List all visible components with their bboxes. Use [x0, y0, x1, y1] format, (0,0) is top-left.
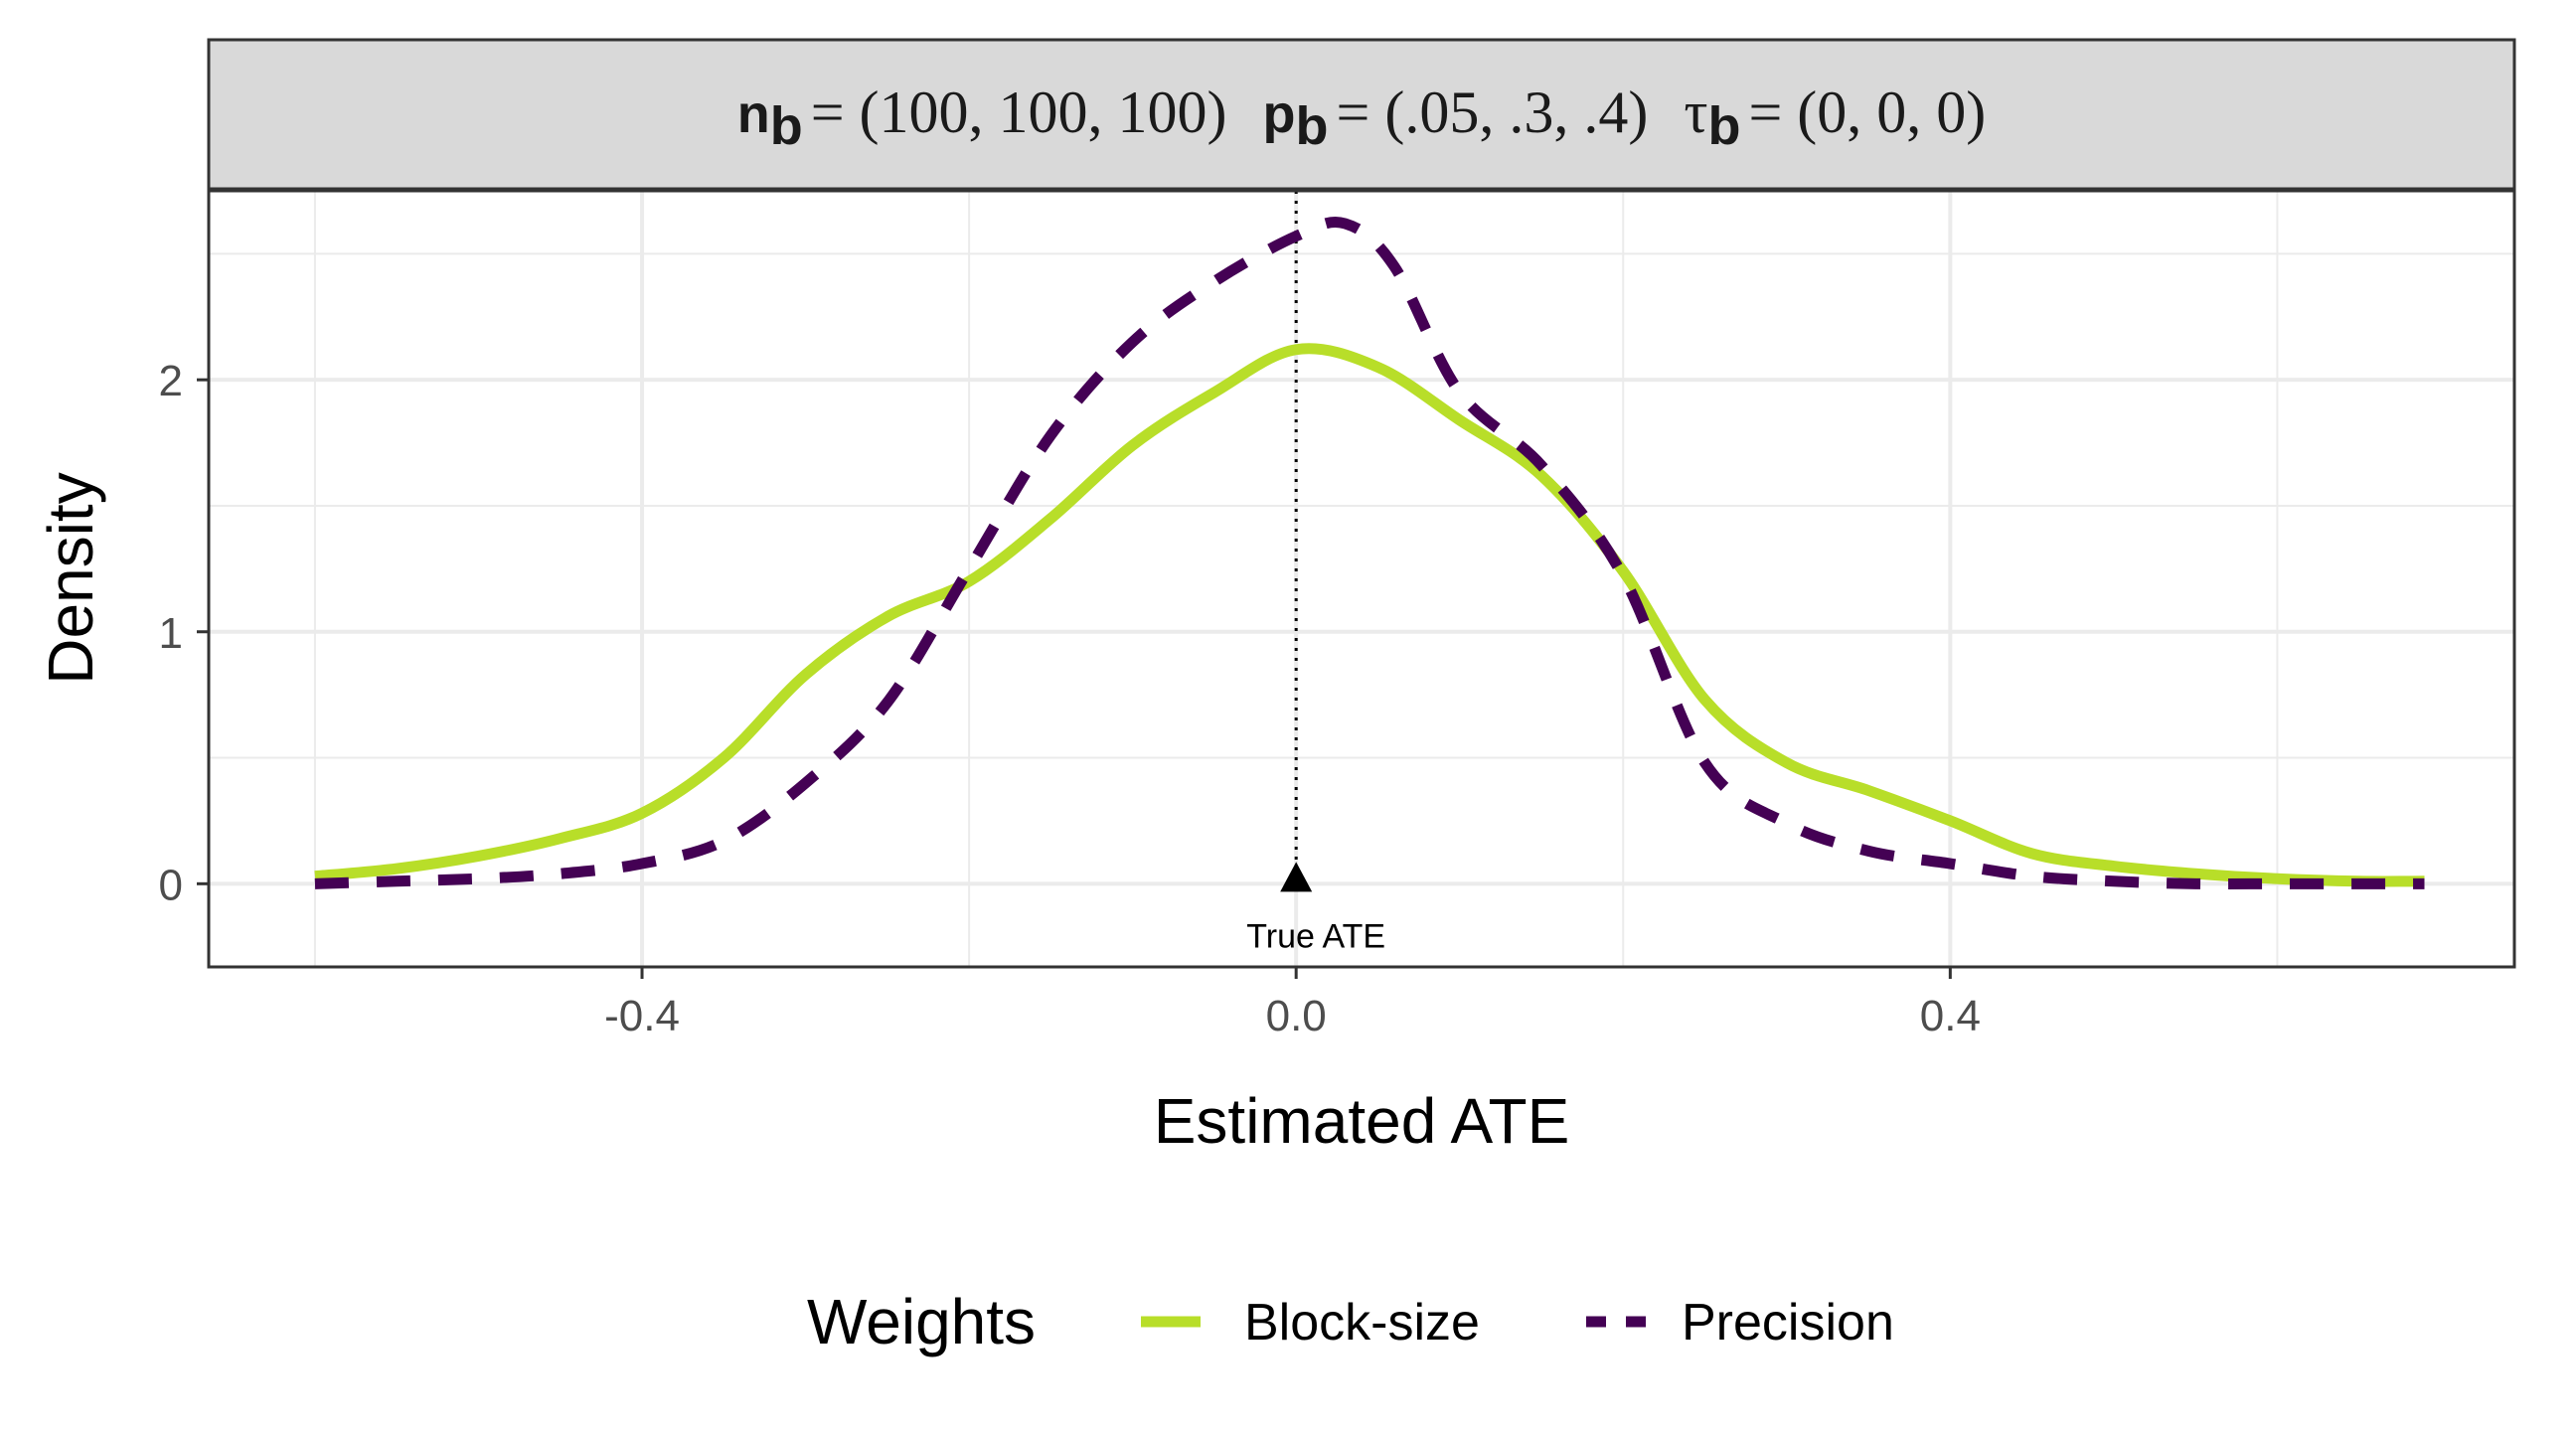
strip-p-value: = (.05, .3, .4): [1337, 80, 1649, 145]
strip-n-sub: b: [770, 96, 803, 156]
x-tick-label: -0.4: [604, 992, 680, 1040]
y-axis-title: Density: [35, 472, 106, 684]
legend-label: Block-size: [1244, 1294, 1480, 1352]
y-tick-label: 0: [159, 861, 183, 909]
series-line-precision: [314, 216, 2425, 890]
plot-panel-border: [207, 189, 2516, 969]
x-tick-label: 0.4: [1920, 992, 1981, 1040]
strip-tau-label: τ: [1684, 80, 1707, 145]
y-tick-label: 2: [159, 357, 183, 405]
y-tick-label: 1: [159, 609, 183, 658]
facet-strip: [207, 38, 2516, 191]
legend: Weights Block-size Precision: [807, 1286, 1894, 1357]
series-layer: [314, 216, 2425, 890]
strip-p-sub: b: [1296, 96, 1329, 156]
x-axis: -0.4 0.0 0.4: [604, 967, 1981, 1040]
x-axis-title: Estimated ATE: [1154, 1085, 1570, 1157]
reference-layer: True ATE: [1246, 191, 1385, 955]
strip-tau-value: = (0, 0, 0): [1748, 80, 1986, 145]
x-tick-label: 0.0: [1266, 992, 1327, 1040]
legend-keys: Block-size Precision: [1141, 1294, 1894, 1352]
y-axis: 0 1 2: [159, 357, 209, 909]
true-ate-label: True ATE: [1246, 917, 1385, 955]
legend-title: Weights: [807, 1286, 1036, 1357]
plot-panel: [209, 191, 2514, 967]
strip-n-value: = (100, 100, 100): [811, 80, 1227, 145]
strip-n-label: n: [737, 84, 770, 144]
legend-label: Precision: [1682, 1294, 1894, 1352]
true-ate-marker: [1280, 862, 1313, 892]
strip-tau-sub: b: [1707, 96, 1740, 156]
facet-strip-label: nb = (100, 100, 100) pb = (.05, .3, .4) τb = …: [737, 80, 1987, 156]
strip-p-label: p: [1263, 84, 1296, 144]
series-line-block-size: [314, 343, 2425, 887]
